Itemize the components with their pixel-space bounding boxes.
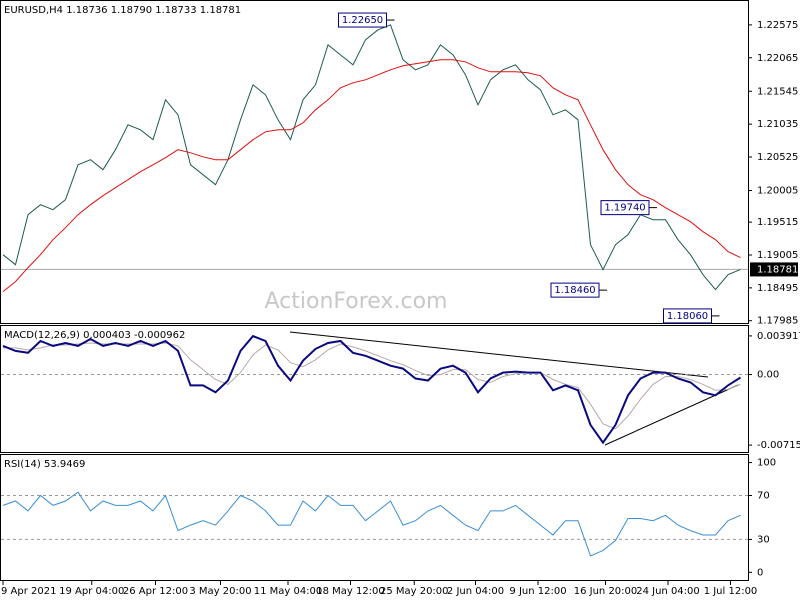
last-price-box: [750, 262, 798, 277]
series-line: [2, 491, 741, 557]
panel-frame: [0, 325, 749, 453]
x-tick-label: 9 Apr 2021: [1, 586, 56, 597]
panel-title: MACD(12,26,9) 0.000403 -0.000962: [4, 330, 185, 341]
x-tick-label: 2 Jun 04:00: [447, 586, 504, 597]
panel-title: RSI(14) 53.9469: [4, 459, 85, 470]
y-tick-label: -0.007152: [757, 440, 800, 451]
x-tick-label: 9 Jun 12:00: [509, 586, 566, 597]
panel-frame: [0, 454, 749, 581]
y-tick-label: 1.21035: [757, 119, 798, 130]
y-tick-label: 1.22575: [757, 20, 798, 31]
y-tick-label: 1.20525: [757, 152, 798, 163]
x-tick-label: 25 May 20:00: [380, 586, 449, 597]
y-tick-label: 1.21545: [757, 86, 798, 97]
trend-line: [289, 331, 709, 378]
annotation-box: [550, 282, 600, 298]
annotation-box: [600, 200, 650, 216]
y-tick-label: 0.00: [757, 370, 779, 381]
y-tick-label: 1.19005: [757, 250, 798, 261]
y-tick-label: 100: [757, 458, 776, 469]
x-tick-label: 11 May 04:00: [254, 586, 323, 597]
y-tick-label: 0.003917: [757, 331, 800, 342]
y-tick-label: 30: [757, 534, 770, 545]
annotation-label: 1.18460: [554, 285, 595, 296]
x-tick-label: 3 May 20:00: [189, 586, 251, 597]
annotation-label: 1.19740: [604, 203, 645, 214]
series-line: [2, 334, 742, 445]
annotation-label: 1.22650: [342, 15, 383, 26]
annotation-label: 1.18060: [667, 311, 708, 322]
y-tick-label: 0: [757, 567, 763, 578]
x-tick-label: 1 Jul 12:00: [704, 586, 758, 597]
last-price-label: 1.18781: [757, 264, 798, 275]
x-tick-label: 26 Apr 12:00: [123, 586, 188, 597]
x-tick-label: 24 Jun 04:00: [636, 586, 700, 597]
series-line: [2, 59, 741, 292]
annotation-box: [338, 12, 387, 28]
series-line: [2, 24, 741, 291]
y-tick-label: 1.18495: [757, 283, 798, 294]
panel-title: EURUSD,H4 1.18736 1.18790 1.18733 1.1878…: [4, 5, 241, 16]
series-line: [3, 342, 741, 430]
x-tick-label: 16 Jun 20:00: [574, 586, 638, 597]
x-tick-label: 19 Apr 04:00: [59, 586, 124, 597]
y-tick-label: 1.22065: [757, 53, 798, 64]
y-tick-label: 70: [757, 491, 770, 502]
panel-frame: [0, 0, 749, 324]
x-tick-label: 18 May 12:00: [316, 586, 385, 597]
watermark: ActionForex.com: [265, 289, 448, 314]
y-tick-label: 1.20005: [757, 186, 798, 197]
y-tick-label: 1.19515: [757, 217, 798, 228]
annotation-box: [663, 308, 712, 324]
y-tick-label: 1.17985: [757, 316, 798, 327]
